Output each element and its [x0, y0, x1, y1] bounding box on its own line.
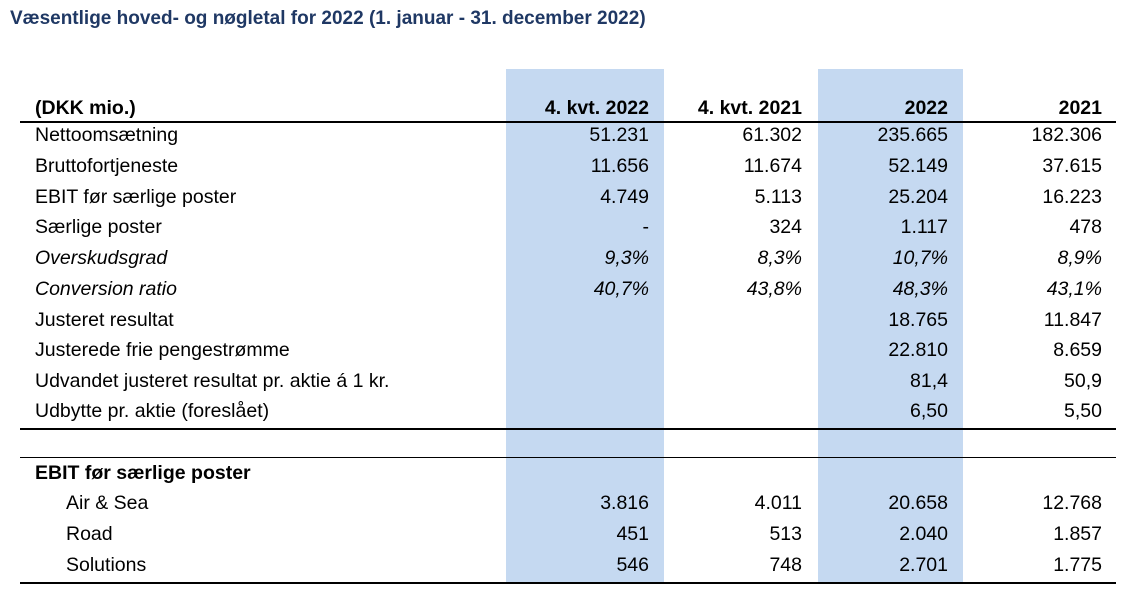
table-row: Justeret resultat 18.765 11.847: [20, 305, 1116, 336]
header-col-q4-2021: 4. kvt. 2021: [697, 97, 802, 119]
row-label: Solutions: [66, 554, 147, 576]
cell-q4-2022: [506, 366, 649, 397]
cell-q4-2022: 9,3%: [604, 247, 649, 269]
section-header-row: EBIT før særlige poster: [20, 458, 1116, 489]
cell-q4-2021: 11.674: [743, 155, 802, 177]
row-label: Særlige poster: [35, 216, 162, 238]
cell-q4-2022: -: [642, 216, 650, 238]
row-label: EBIT før særlige poster: [35, 186, 237, 208]
cell-2021: 11.847: [1043, 309, 1102, 331]
section-title: EBIT før særlige poster: [35, 462, 251, 484]
header-col-2022: 2022: [904, 97, 948, 119]
cell-q4-2022: 3.816: [600, 492, 649, 514]
cell-2022: 235.665: [877, 124, 949, 146]
cell-2022: 22.810: [888, 339, 948, 361]
cell-2021: 182.306: [1031, 124, 1103, 146]
cell-q4-2021: 748: [769, 554, 802, 576]
cell-2022: 2.701: [899, 554, 948, 576]
cell-2021: 12.768: [1042, 492, 1102, 514]
cell-q4-2021: 324: [769, 216, 802, 238]
cell-2022: 1.117: [900, 216, 948, 238]
row-label: Justerede frie pengestrømme: [35, 339, 290, 361]
section-divider-bottom: [20, 457, 1116, 458]
cell-q4-2022: 546: [616, 554, 649, 576]
cell-q4-2022: 40,7%: [593, 278, 649, 300]
cell-2022: 81,4: [910, 370, 948, 392]
row-label: Udbytte pr. aktie (foreslået): [35, 400, 270, 422]
cell-q4-2021: [660, 335, 802, 366]
cell-q4-2022: [506, 396, 649, 427]
row-label: Overskudsgrad: [35, 247, 168, 269]
cell-q4-2021: [660, 305, 802, 336]
table-row: Solutions 546 748 2.701 1.775: [20, 550, 1116, 581]
cell-q4-2021: 8,3%: [757, 247, 802, 269]
table-bottom-rule: [20, 582, 1116, 584]
row-label: Udvandet justeret resultat pr. aktie á 1…: [35, 370, 390, 392]
row-label: Bruttofortjeneste: [35, 155, 179, 177]
table-row: Udbytte pr. aktie (foreslået) 6,50 5,50: [20, 396, 1116, 427]
table-row: Road 451 513 2.040 1.857: [20, 519, 1116, 550]
header-col-2021: 2021: [1058, 97, 1102, 119]
cell-2022: 52.149: [888, 155, 948, 177]
cell-q4-2021: 61.302: [742, 124, 802, 146]
highlight-column-q4-2022: [506, 69, 664, 584]
cell-2022: 25.204: [888, 186, 948, 208]
table-row: Justerede frie pengestrømme 22.810 8.659: [20, 335, 1116, 366]
cell-q4-2022: 11.656: [590, 155, 649, 177]
row-label: Nettoomsætning: [35, 124, 179, 146]
cell-2021: 37.615: [1042, 155, 1102, 177]
cell-2022: 48,3%: [892, 278, 948, 300]
cell-2022: 2.040: [899, 523, 948, 545]
cell-q4-2021: [660, 366, 802, 397]
cell-2021: 5,50: [1064, 400, 1102, 422]
cell-q4-2021: 4.011: [754, 492, 802, 514]
cell-q4-2022: 51.231: [589, 124, 649, 146]
cell-2021: 50,9: [1064, 370, 1102, 392]
table-row: Bruttofortjeneste 11.656 11.674 52.149 3…: [20, 151, 1116, 182]
table-row: Udvandet justeret resultat pr. aktie á 1…: [20, 366, 1116, 397]
cell-q4-2021: 513: [769, 523, 802, 545]
section-divider-top: [20, 428, 1116, 430]
row-label: Road: [66, 523, 113, 545]
cell-2021: 478: [1069, 216, 1102, 238]
cell-q4-2022: [506, 305, 649, 336]
row-label: Air & Sea: [66, 492, 149, 514]
cell-2021: 43,1%: [1046, 278, 1102, 300]
cell-2021: 8,9%: [1057, 247, 1102, 269]
highlight-column-2022: [818, 69, 963, 584]
table-row: Særlige poster - 324 1.117 478: [20, 212, 1116, 243]
row-label: Conversion ratio: [35, 278, 177, 300]
cell-q4-2021: 5.113: [754, 186, 802, 208]
cell-2021: 16.223: [1042, 186, 1102, 208]
cell-q4-2021: 43,8%: [746, 278, 802, 300]
table-row: Air & Sea 3.816 4.011 20.658 12.768: [20, 488, 1116, 519]
cell-q4-2022: 451: [616, 523, 649, 545]
table-row: Nettoomsætning 51.231 61.302 235.665 182…: [20, 120, 1116, 151]
cell-2022: 20.658: [888, 492, 948, 514]
cell-2021: 1.775: [1053, 554, 1102, 576]
cell-q4-2022: [506, 335, 649, 366]
cell-2021: 8.659: [1053, 339, 1102, 361]
cell-2022: 18.765: [888, 309, 948, 331]
page-title: Væsentlige hoved- og nøgletal for 2022 (…: [10, 8, 646, 29]
header-unit-label: (DKK mio.): [35, 97, 136, 119]
header-divider: [20, 121, 1116, 123]
cell-q4-2021: [660, 396, 802, 427]
table-header-row: (DKK mio.) 4. kvt. 2022 4. kvt. 2021 202…: [20, 93, 1116, 124]
cell-2022: 6,50: [910, 400, 948, 422]
row-label: Justeret resultat: [35, 309, 174, 331]
table-row: Overskudsgrad 9,3% 8,3% 10,7% 8,9%: [20, 243, 1116, 274]
cell-q4-2022: 4.749: [600, 186, 649, 208]
cell-2021: 1.857: [1053, 523, 1102, 545]
cell-2022: 10,7%: [892, 247, 948, 269]
header-col-q4-2022: 4. kvt. 2022: [544, 97, 649, 119]
table-row: Conversion ratio 40,7% 43,8% 48,3% 43,1%: [20, 274, 1116, 305]
table-row: EBIT før særlige poster 4.749 5.113 25.2…: [20, 182, 1116, 213]
